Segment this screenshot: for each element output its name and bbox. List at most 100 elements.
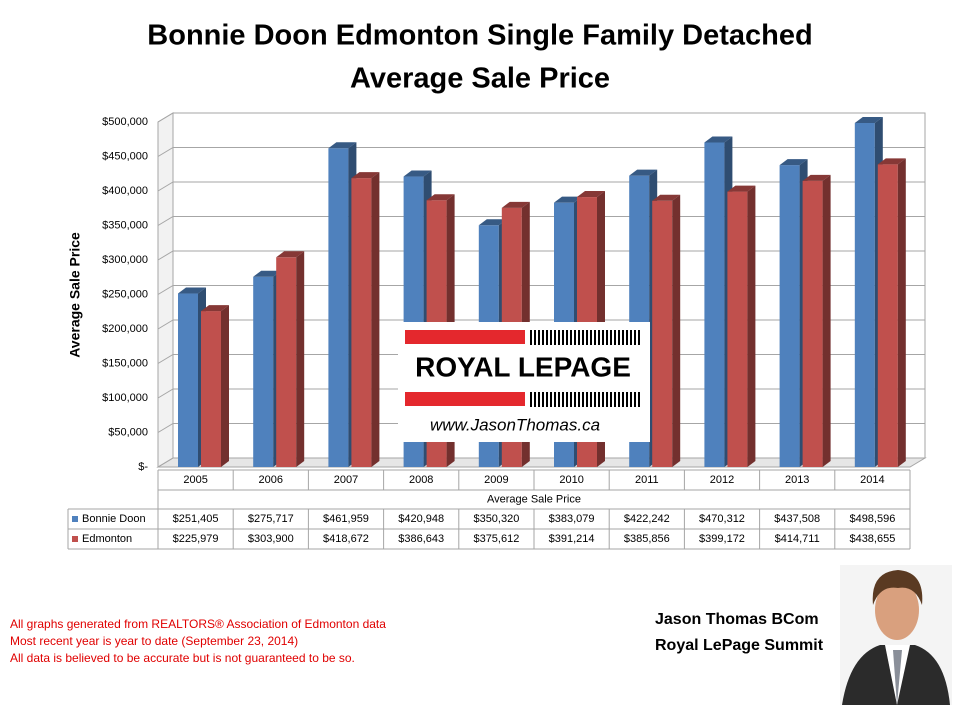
bar-side xyxy=(371,172,380,467)
bar-top xyxy=(276,251,305,258)
y-tick-label: $- xyxy=(138,461,148,473)
plot-area: $- $50,000 $100,000 $150,000 $200,000 $250,00… xyxy=(102,112,927,473)
x-tick-label: 2007 xyxy=(334,474,358,486)
bar-top xyxy=(577,191,605,198)
bar-top xyxy=(351,172,380,179)
y-tick-label: $450,000 xyxy=(102,150,148,162)
x-tick-label: 2006 xyxy=(259,474,283,486)
bar xyxy=(877,164,898,467)
bar-top xyxy=(328,142,357,149)
value-label: $461,959 xyxy=(323,513,369,525)
value-label: $350,320 xyxy=(473,513,519,525)
legend-label: Edmonton xyxy=(82,533,132,545)
bar-top xyxy=(652,194,681,201)
bar-side xyxy=(897,158,906,467)
y-axis-label: Average Sale Price xyxy=(67,232,83,358)
y-tick-label: $250,000 xyxy=(102,288,148,300)
value-label: $251,405 xyxy=(173,513,219,525)
photo-hair xyxy=(872,570,923,605)
y-tick-label: $50,000 xyxy=(108,426,148,438)
legend-swatch xyxy=(72,536,78,542)
logo-barcode xyxy=(530,330,640,407)
value-label: $437,508 xyxy=(774,513,820,525)
logo-stripe xyxy=(405,330,525,344)
logo-stripe xyxy=(405,392,525,406)
photo-tie xyxy=(893,650,902,705)
bar-top xyxy=(178,287,206,294)
value-label: $399,172 xyxy=(699,533,745,545)
bar-side xyxy=(822,174,831,467)
bar xyxy=(652,200,673,468)
bar xyxy=(201,311,221,467)
y-tick-label: $200,000 xyxy=(102,323,148,335)
x-tick-label: 2010 xyxy=(559,474,583,486)
bar-top xyxy=(253,270,282,277)
bar-top xyxy=(877,158,906,165)
bar-top xyxy=(426,194,455,201)
bar-top xyxy=(779,159,808,166)
bar xyxy=(802,180,823,467)
bar-top xyxy=(501,201,530,208)
bar xyxy=(253,276,274,467)
logo-url: www.JasonThomas.ca xyxy=(430,415,600,434)
value-label: $422,242 xyxy=(624,513,670,525)
value-label: $414,711 xyxy=(775,533,820,545)
logo: ROYAL LEPAGE www.JasonThomas.ca xyxy=(398,322,650,442)
bar-side xyxy=(747,185,756,467)
bar-top xyxy=(704,136,733,143)
bar-top xyxy=(802,174,831,181)
value-label: $391,214 xyxy=(549,533,595,545)
x-tick-label: 2013 xyxy=(785,474,809,486)
y-tick-label: $150,000 xyxy=(102,357,148,369)
x-tick-label: 2011 xyxy=(635,474,659,486)
bar xyxy=(276,257,297,467)
bar-top xyxy=(629,169,658,176)
y-tick-label: $100,000 xyxy=(102,392,148,404)
bar-top xyxy=(478,219,507,226)
author-photo xyxy=(840,565,952,705)
bar-top xyxy=(201,305,229,312)
photo-face xyxy=(875,580,919,640)
footnote: Most recent year is year to date (Septem… xyxy=(10,634,298,648)
value-label: $418,672 xyxy=(323,533,369,545)
bar xyxy=(779,165,800,467)
bar xyxy=(727,191,748,467)
bar xyxy=(351,178,372,467)
x-axis-label: Average Sale Price xyxy=(487,493,581,505)
grid-line xyxy=(157,181,925,192)
chart-title: Bonnie Doon Edmonton Single Family Detac… xyxy=(147,20,812,52)
value-label: $438,655 xyxy=(849,533,895,545)
bar-top xyxy=(554,196,582,203)
bar-top xyxy=(854,116,883,123)
y-tick-label: $400,000 xyxy=(102,185,148,197)
author-company: Royal LePage Summit xyxy=(655,637,824,654)
y-tick-label: $300,000 xyxy=(102,254,148,266)
legend-label: Bonnie Doon xyxy=(82,513,146,525)
x-tick-label: 2008 xyxy=(409,474,433,486)
bar xyxy=(854,122,875,468)
x-tick-label: 2005 xyxy=(183,474,207,486)
bar xyxy=(704,142,725,467)
value-label: $420,948 xyxy=(398,513,444,525)
bar-side xyxy=(221,305,229,467)
grid-line xyxy=(157,112,925,123)
x-tick-label: 2012 xyxy=(710,474,734,486)
value-label: $498,596 xyxy=(849,513,895,525)
bar-top xyxy=(727,185,756,192)
bar-side xyxy=(296,251,305,467)
value-label: $375,612 xyxy=(473,533,519,545)
footnote: All graphs generated from REALTORS® Asso… xyxy=(10,617,386,631)
legend-swatch xyxy=(72,516,78,522)
x-tick-label: 2014 xyxy=(860,474,884,486)
grid-line xyxy=(157,147,925,157)
value-label: $275,717 xyxy=(248,513,294,525)
author-name: Jason Thomas BCom xyxy=(655,611,819,628)
x-tick-label: 2009 xyxy=(484,474,508,486)
value-label: $386,643 xyxy=(398,533,444,545)
bar-side xyxy=(672,194,681,468)
y-tick-label: $350,000 xyxy=(102,219,148,231)
value-label: $303,900 xyxy=(248,533,294,545)
y-tick-label: $500,000 xyxy=(102,116,148,128)
value-label: $470,312 xyxy=(699,513,745,525)
